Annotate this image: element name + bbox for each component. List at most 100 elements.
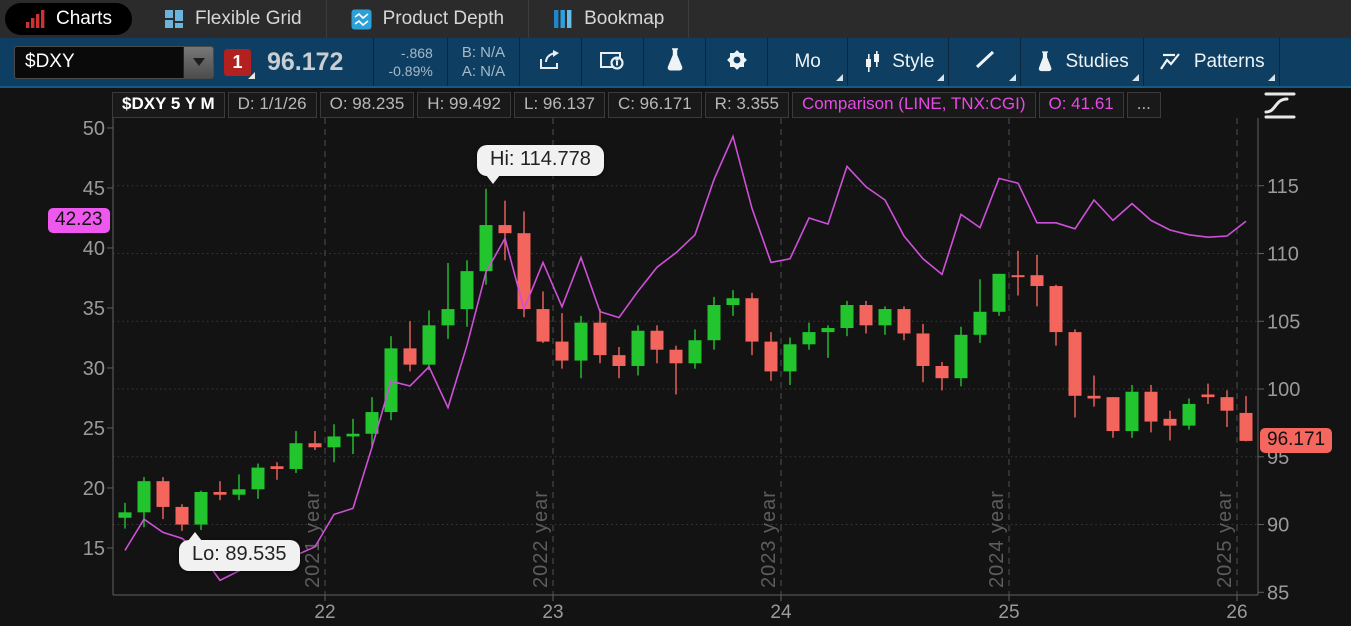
candle: [878, 309, 892, 326]
candle: [194, 492, 208, 525]
candle: [992, 273, 1006, 312]
candle: [346, 433, 360, 437]
pattern-w-icon: [1158, 50, 1184, 74]
symbol-input[interactable]: $DXY: [14, 45, 214, 79]
candle: [1163, 418, 1177, 426]
net-change: -.868: [400, 44, 433, 61]
header-more[interactable]: ...: [1126, 92, 1161, 118]
pct-change: -0.89%: [388, 63, 433, 79]
flask-icon: [663, 47, 687, 78]
studies-label: Studies: [1065, 51, 1129, 72]
candle: [650, 330, 664, 350]
chart-panel: $DXY 5 Y M D: 1/1/26 O: 98.235 H: 99.492…: [0, 88, 1351, 626]
left-axis-tick: 40: [83, 238, 105, 260]
candle: [118, 512, 132, 518]
chart-open: O: 98.235: [319, 92, 415, 118]
chart-high: H: 99.492: [417, 92, 512, 118]
candle: [745, 298, 759, 342]
candle: [555, 341, 569, 361]
x-axis-tick: 22: [314, 602, 335, 623]
candle: [669, 349, 683, 364]
candle: [783, 344, 797, 372]
chevron-down-icon: [192, 58, 205, 66]
year-rotated-label: 2025 year: [1214, 490, 1236, 588]
drawings-button[interactable]: [949, 38, 1022, 86]
right-axis-tick: 110: [1267, 244, 1299, 266]
low-tooltip: Lo: 89.535: [179, 532, 300, 571]
bid-value: B: N/A: [461, 43, 506, 61]
tab-bar-spacer: [689, 0, 1351, 38]
settings-button[interactable]: [706, 38, 769, 86]
tab-product-depth[interactable]: Product Depth: [327, 0, 530, 38]
candle: [802, 332, 816, 345]
tab-bar: Charts Flexible Grid Product Depth Bookm…: [0, 0, 1351, 38]
right-axis-tick: 115: [1267, 176, 1299, 198]
chart-date: D: 1/1/26: [227, 92, 317, 118]
chart-plot[interactable]: 2021 year 22 2022 year 23 2023 year 24 2024 ye…: [0, 88, 1351, 626]
candle: [289, 443, 303, 469]
candle: [1182, 403, 1196, 426]
chart-range: R: 3.355: [704, 92, 789, 118]
candle: [612, 355, 626, 366]
last-price: 96.172: [267, 47, 344, 76]
alert-badge[interactable]: 1: [224, 48, 255, 79]
analyze-button[interactable]: [644, 38, 707, 86]
chart-toolbar: $DXY 1 96.172 -.868 -0.89% B: N/A A: N/A: [0, 38, 1351, 88]
share-button[interactable]: [520, 38, 583, 86]
candle: [270, 466, 284, 469]
symbol-group: $DXY 1 96.172: [0, 38, 375, 86]
right-axis-tick: 90: [1267, 515, 1289, 537]
candle: [498, 225, 512, 234]
candle: [536, 309, 550, 342]
candle: [403, 348, 417, 365]
last-price-badge: 96.171: [1260, 428, 1333, 453]
candle: [764, 341, 778, 372]
style-label: Style: [892, 51, 935, 72]
candle: [1068, 332, 1082, 396]
candle: [308, 443, 322, 448]
style-button[interactable]: Style: [848, 38, 950, 86]
candle: [954, 334, 968, 379]
candle: [707, 305, 721, 341]
patterns-button[interactable]: Patterns: [1144, 38, 1280, 86]
candle: [384, 348, 398, 413]
ask-value: A: N/A: [461, 63, 506, 80]
right-axis-tick: 105: [1267, 311, 1300, 333]
tab-bookmap[interactable]: Bookmap: [529, 0, 690, 38]
candle: [1125, 391, 1139, 432]
symbol-value: $DXY: [25, 51, 75, 72]
share-icon: [538, 48, 564, 77]
candle: [688, 340, 702, 364]
period-button[interactable]: Mo: [768, 38, 849, 86]
candlestick-icon: [862, 50, 882, 74]
candle: [1220, 397, 1234, 411]
candle: [821, 328, 835, 333]
candle: [1030, 275, 1044, 287]
candle: [1049, 286, 1063, 333]
news-button[interactable]: [582, 38, 645, 86]
comparison-label[interactable]: Comparison (LINE, TNX:CGI): [791, 92, 1036, 118]
candle: [1011, 275, 1025, 278]
candle: [422, 325, 436, 365]
symbol-dropdown-button[interactable]: [183, 46, 213, 78]
candle: [1239, 412, 1253, 441]
candle: [1201, 394, 1215, 398]
candle: [726, 298, 740, 306]
bookmap-bars-icon: [553, 9, 573, 29]
tab-flexible-grid[interactable]: Flexible Grid: [140, 0, 327, 38]
x-axis-tick: 24: [770, 602, 792, 623]
candle: [251, 467, 265, 490]
candle: [460, 271, 474, 310]
candle: [175, 506, 189, 525]
curve-icon[interactable]: [1261, 90, 1303, 125]
chart-header: $DXY 5 Y M D: 1/1/26 O: 98.235 H: 99.492…: [112, 92, 1164, 118]
gear-star-icon: [724, 47, 750, 78]
chart-low: L: 96.137: [514, 92, 605, 118]
studies-button[interactable]: Studies: [1021, 38, 1144, 86]
year-rotated-label: 2021 year: [302, 490, 324, 588]
left-axis-tick: 15: [83, 538, 105, 560]
bar-chart-icon: [25, 9, 45, 29]
tab-charts[interactable]: Charts: [5, 3, 132, 35]
candle: [1106, 397, 1120, 432]
patterns-label: Patterns: [1193, 51, 1265, 72]
